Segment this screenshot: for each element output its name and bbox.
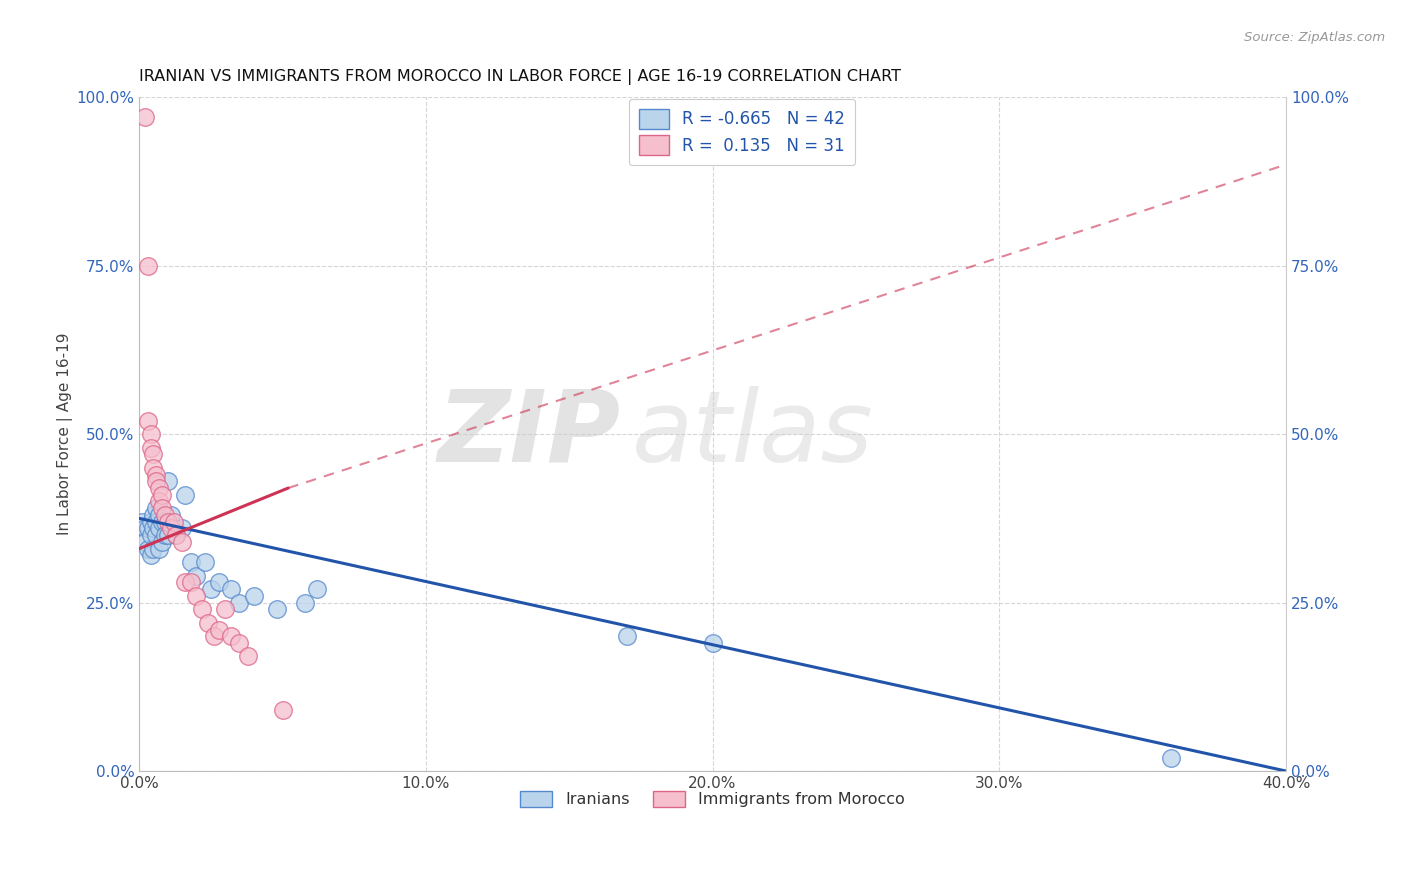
Point [153, 515, 176, 529]
Point [214, 602, 236, 616]
Point [148, 541, 170, 556]
Point [139, 441, 162, 455]
Point [148, 521, 170, 535]
Point [148, 481, 170, 495]
Point [142, 460, 165, 475]
Point [134, 535, 156, 549]
Point [139, 427, 162, 442]
Point [186, 589, 208, 603]
Point [153, 528, 176, 542]
Point [148, 494, 170, 508]
Point [145, 515, 167, 529]
Point [197, 615, 219, 630]
Point [180, 575, 202, 590]
Point [266, 602, 288, 616]
Text: Source: ZipAtlas.com: Source: ZipAtlas.com [1244, 31, 1385, 45]
Text: atlas: atlas [633, 385, 875, 483]
Point [150, 501, 173, 516]
Point [156, 475, 179, 489]
Point [136, 521, 159, 535]
Point [271, 703, 294, 717]
Point [156, 528, 179, 542]
Y-axis label: In Labor Force | Age 16-19: In Labor Force | Age 16-19 [58, 333, 73, 535]
Point [236, 649, 259, 664]
Point [142, 447, 165, 461]
Point [145, 501, 167, 516]
Point [162, 515, 184, 529]
Point [136, 414, 159, 428]
Point [202, 629, 225, 643]
Point [148, 508, 170, 522]
Text: IRANIAN VS IMMIGRANTS FROM MOROCCO IN LABOR FORCE | AGE 16-19 CORRELATION CHART: IRANIAN VS IMMIGRANTS FROM MOROCCO IN LA… [139, 69, 901, 85]
Point [142, 521, 165, 535]
Point [145, 467, 167, 482]
Point [134, 521, 156, 535]
Point [145, 475, 167, 489]
Point [294, 596, 316, 610]
Point [142, 508, 165, 522]
Point [159, 508, 181, 522]
Point [219, 629, 242, 643]
Point [136, 541, 159, 556]
Point [139, 549, 162, 563]
Point [174, 488, 197, 502]
Point [243, 589, 266, 603]
Point [200, 582, 222, 596]
Point [1160, 750, 1182, 764]
Point [191, 602, 214, 616]
Point [142, 541, 165, 556]
Point [194, 555, 217, 569]
Point [208, 575, 231, 590]
Point [186, 568, 208, 582]
Point [159, 521, 181, 535]
Point [180, 555, 202, 569]
Text: ZIP: ZIP [437, 385, 621, 483]
Point [136, 259, 159, 273]
Point [174, 575, 197, 590]
Legend: Iranians, Immigrants from Morocco: Iranians, Immigrants from Morocco [513, 784, 911, 814]
Point [150, 515, 173, 529]
Point [172, 521, 194, 535]
Point [134, 111, 156, 125]
Point [131, 515, 153, 529]
Point [172, 535, 194, 549]
Point [150, 535, 173, 549]
Point [208, 623, 231, 637]
Point [156, 515, 179, 529]
Point [165, 528, 187, 542]
Point [139, 528, 162, 542]
Point [139, 515, 162, 529]
Point [162, 521, 184, 535]
Point [228, 636, 250, 650]
Point [219, 582, 242, 596]
Point [702, 636, 724, 650]
Point [305, 582, 328, 596]
Point [153, 508, 176, 522]
Point [228, 596, 250, 610]
Point [145, 528, 167, 542]
Point [616, 629, 638, 643]
Point [165, 528, 187, 542]
Point [150, 488, 173, 502]
